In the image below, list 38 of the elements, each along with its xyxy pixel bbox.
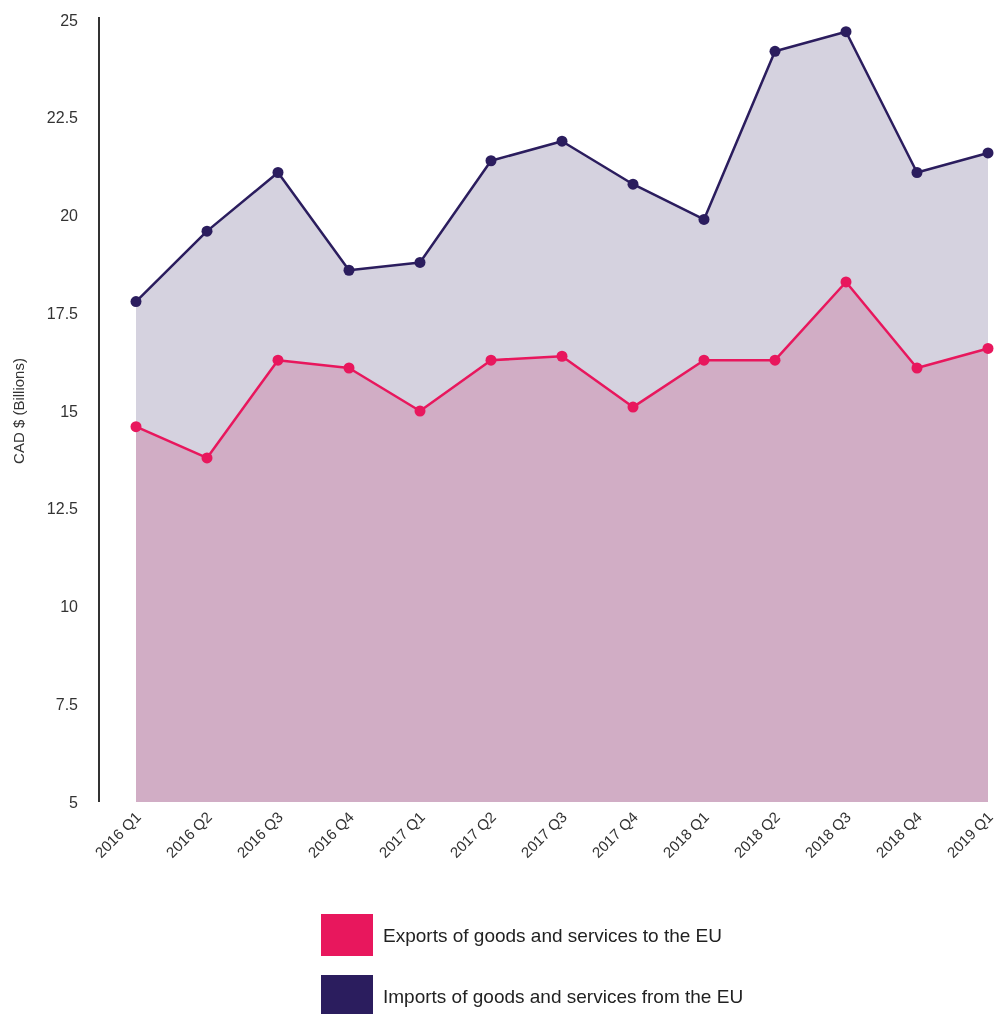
point — [840, 276, 852, 288]
point — [556, 135, 568, 147]
y-tick-label: 25 — [60, 11, 79, 29]
point — [982, 147, 994, 159]
y-axis-title: CAD $ (Billions) — [10, 358, 27, 464]
y-tick-label: 17.5 — [46, 304, 79, 322]
point — [414, 405, 426, 417]
point — [627, 401, 639, 413]
point — [485, 354, 497, 366]
point — [485, 155, 497, 167]
point — [130, 296, 142, 308]
point — [130, 421, 142, 433]
point — [769, 354, 781, 366]
point — [698, 354, 710, 366]
point — [698, 213, 710, 225]
point — [272, 354, 284, 366]
point — [556, 350, 568, 362]
point — [911, 166, 923, 178]
point — [414, 256, 426, 268]
y-tick-label: 12.5 — [46, 500, 79, 518]
y-tick-label: 10 — [60, 598, 79, 616]
point — [201, 452, 213, 464]
legend-label: Exports of goods and services to the EU — [383, 924, 723, 946]
y-tick-label: 15 — [60, 402, 79, 420]
point — [343, 362, 355, 374]
y-tick-label: 22.5 — [46, 109, 79, 127]
point — [840, 26, 852, 38]
point — [982, 342, 994, 354]
point — [911, 362, 923, 374]
point — [343, 264, 355, 276]
point — [201, 225, 213, 237]
legend-label: Imports of goods and services from the EU — [383, 985, 744, 1007]
y-tick-label: 20 — [60, 207, 79, 225]
point — [769, 45, 781, 57]
point — [272, 166, 284, 178]
point — [627, 178, 639, 190]
y-tick-label: 7.5 — [55, 695, 79, 713]
y-tick-label: 5 — [69, 793, 79, 811]
